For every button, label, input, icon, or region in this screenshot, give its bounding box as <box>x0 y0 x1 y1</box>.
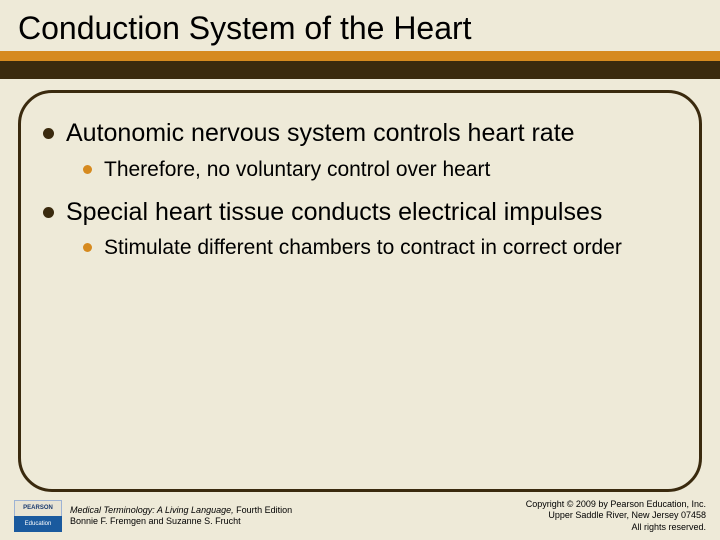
pearson-logo: PEARSON Education <box>14 500 62 532</box>
bullet-item: Autonomic nervous system controls heart … <box>43 119 677 149</box>
bullet-item: Therefore, no voluntary control over hea… <box>83 157 677 182</box>
bullet-dot-l1 <box>43 207 54 218</box>
band-dark <box>0 61 720 79</box>
content-box: Autonomic nervous system controls heart … <box>18 90 702 492</box>
band-orange <box>0 51 720 61</box>
book-edition: Fourth Edition <box>234 505 293 515</box>
copyright-line: Copyright © 2009 by Pearson Education, I… <box>526 499 706 510</box>
logo-bottom-text: Education <box>14 516 62 533</box>
bullet-item: Special heart tissue conducts electrical… <box>43 198 677 228</box>
bullet-dot-l2 <box>83 243 92 252</box>
bullet-dot-l2 <box>83 165 92 174</box>
bullet-text: Autonomic nervous system controls heart … <box>66 119 575 149</box>
logo-top-text: PEARSON <box>14 500 62 516</box>
copyright-line: All rights reserved. <box>526 522 706 533</box>
accent-band <box>0 51 720 79</box>
book-info: Medical Terminology: A Living Language, … <box>70 505 526 528</box>
bullet-item: Stimulate different chambers to contract… <box>83 235 677 260</box>
book-title: Medical Terminology: A Living Language, <box>70 505 234 515</box>
footer: PEARSON Education Medical Terminology: A… <box>0 492 720 540</box>
title-area: Conduction System of the Heart <box>0 0 720 51</box>
bullet-text: Stimulate different chambers to contract… <box>104 235 622 260</box>
book-authors: Bonnie F. Fremgen and Suzanne S. Frucht <box>70 516 526 527</box>
bullet-text: Special heart tissue conducts electrical… <box>66 198 602 228</box>
copyright-block: Copyright © 2009 by Pearson Education, I… <box>526 499 706 533</box>
page-title: Conduction System of the Heart <box>18 10 702 47</box>
bullet-dot-l1 <box>43 128 54 139</box>
bullet-text: Therefore, no voluntary control over hea… <box>104 157 490 182</box>
copyright-line: Upper Saddle River, New Jersey 07458 <box>526 510 706 521</box>
